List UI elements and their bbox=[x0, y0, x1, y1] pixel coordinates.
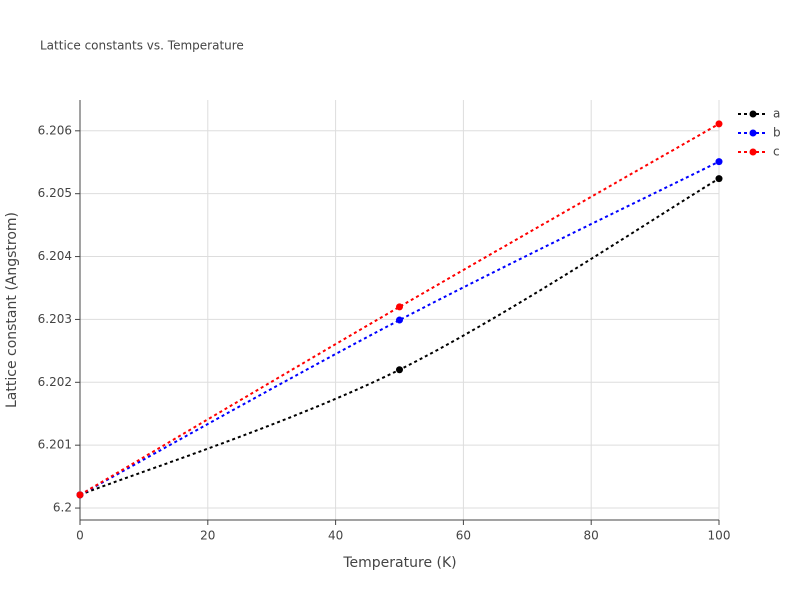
marker bbox=[396, 366, 403, 374]
legend-label: c bbox=[773, 145, 780, 159]
legend-marker bbox=[749, 148, 757, 156]
legend-marker bbox=[749, 129, 757, 137]
x-tick-label: 20 bbox=[200, 529, 215, 543]
marker bbox=[715, 158, 723, 166]
x-tick-label: 100 bbox=[708, 529, 731, 543]
line bbox=[79, 177, 720, 496]
y-axis-label: Lattice constant (Angstrom) bbox=[4, 212, 20, 408]
y-tick-label: 6.2 bbox=[53, 501, 72, 515]
marker bbox=[715, 175, 723, 183]
x-tick-label: 40 bbox=[328, 529, 343, 543]
marker bbox=[396, 303, 403, 311]
legend-marker bbox=[749, 110, 757, 118]
y-tick-label: 6.202 bbox=[38, 375, 72, 389]
line bbox=[79, 160, 720, 496]
legend-label: b bbox=[773, 126, 781, 140]
marker bbox=[715, 120, 723, 128]
x-tick-label: 0 bbox=[76, 529, 84, 543]
x-tick-label: 80 bbox=[584, 529, 599, 543]
marker bbox=[396, 316, 403, 324]
y-tick-label: 6.206 bbox=[38, 123, 72, 137]
chart-title: Lattice constants vs. Temperature bbox=[40, 39, 244, 53]
marker bbox=[76, 491, 84, 499]
y-tick-label: 6.205 bbox=[38, 186, 72, 200]
x-tick-label: 60 bbox=[456, 529, 471, 543]
x-axis-label: Temperature (K) bbox=[342, 555, 456, 571]
y-tick-label: 6.204 bbox=[38, 249, 72, 263]
y-tick-label: 6.203 bbox=[38, 312, 72, 326]
y-tick-label: 6.201 bbox=[38, 438, 72, 452]
line bbox=[79, 123, 720, 496]
legend-label: a bbox=[773, 107, 780, 121]
